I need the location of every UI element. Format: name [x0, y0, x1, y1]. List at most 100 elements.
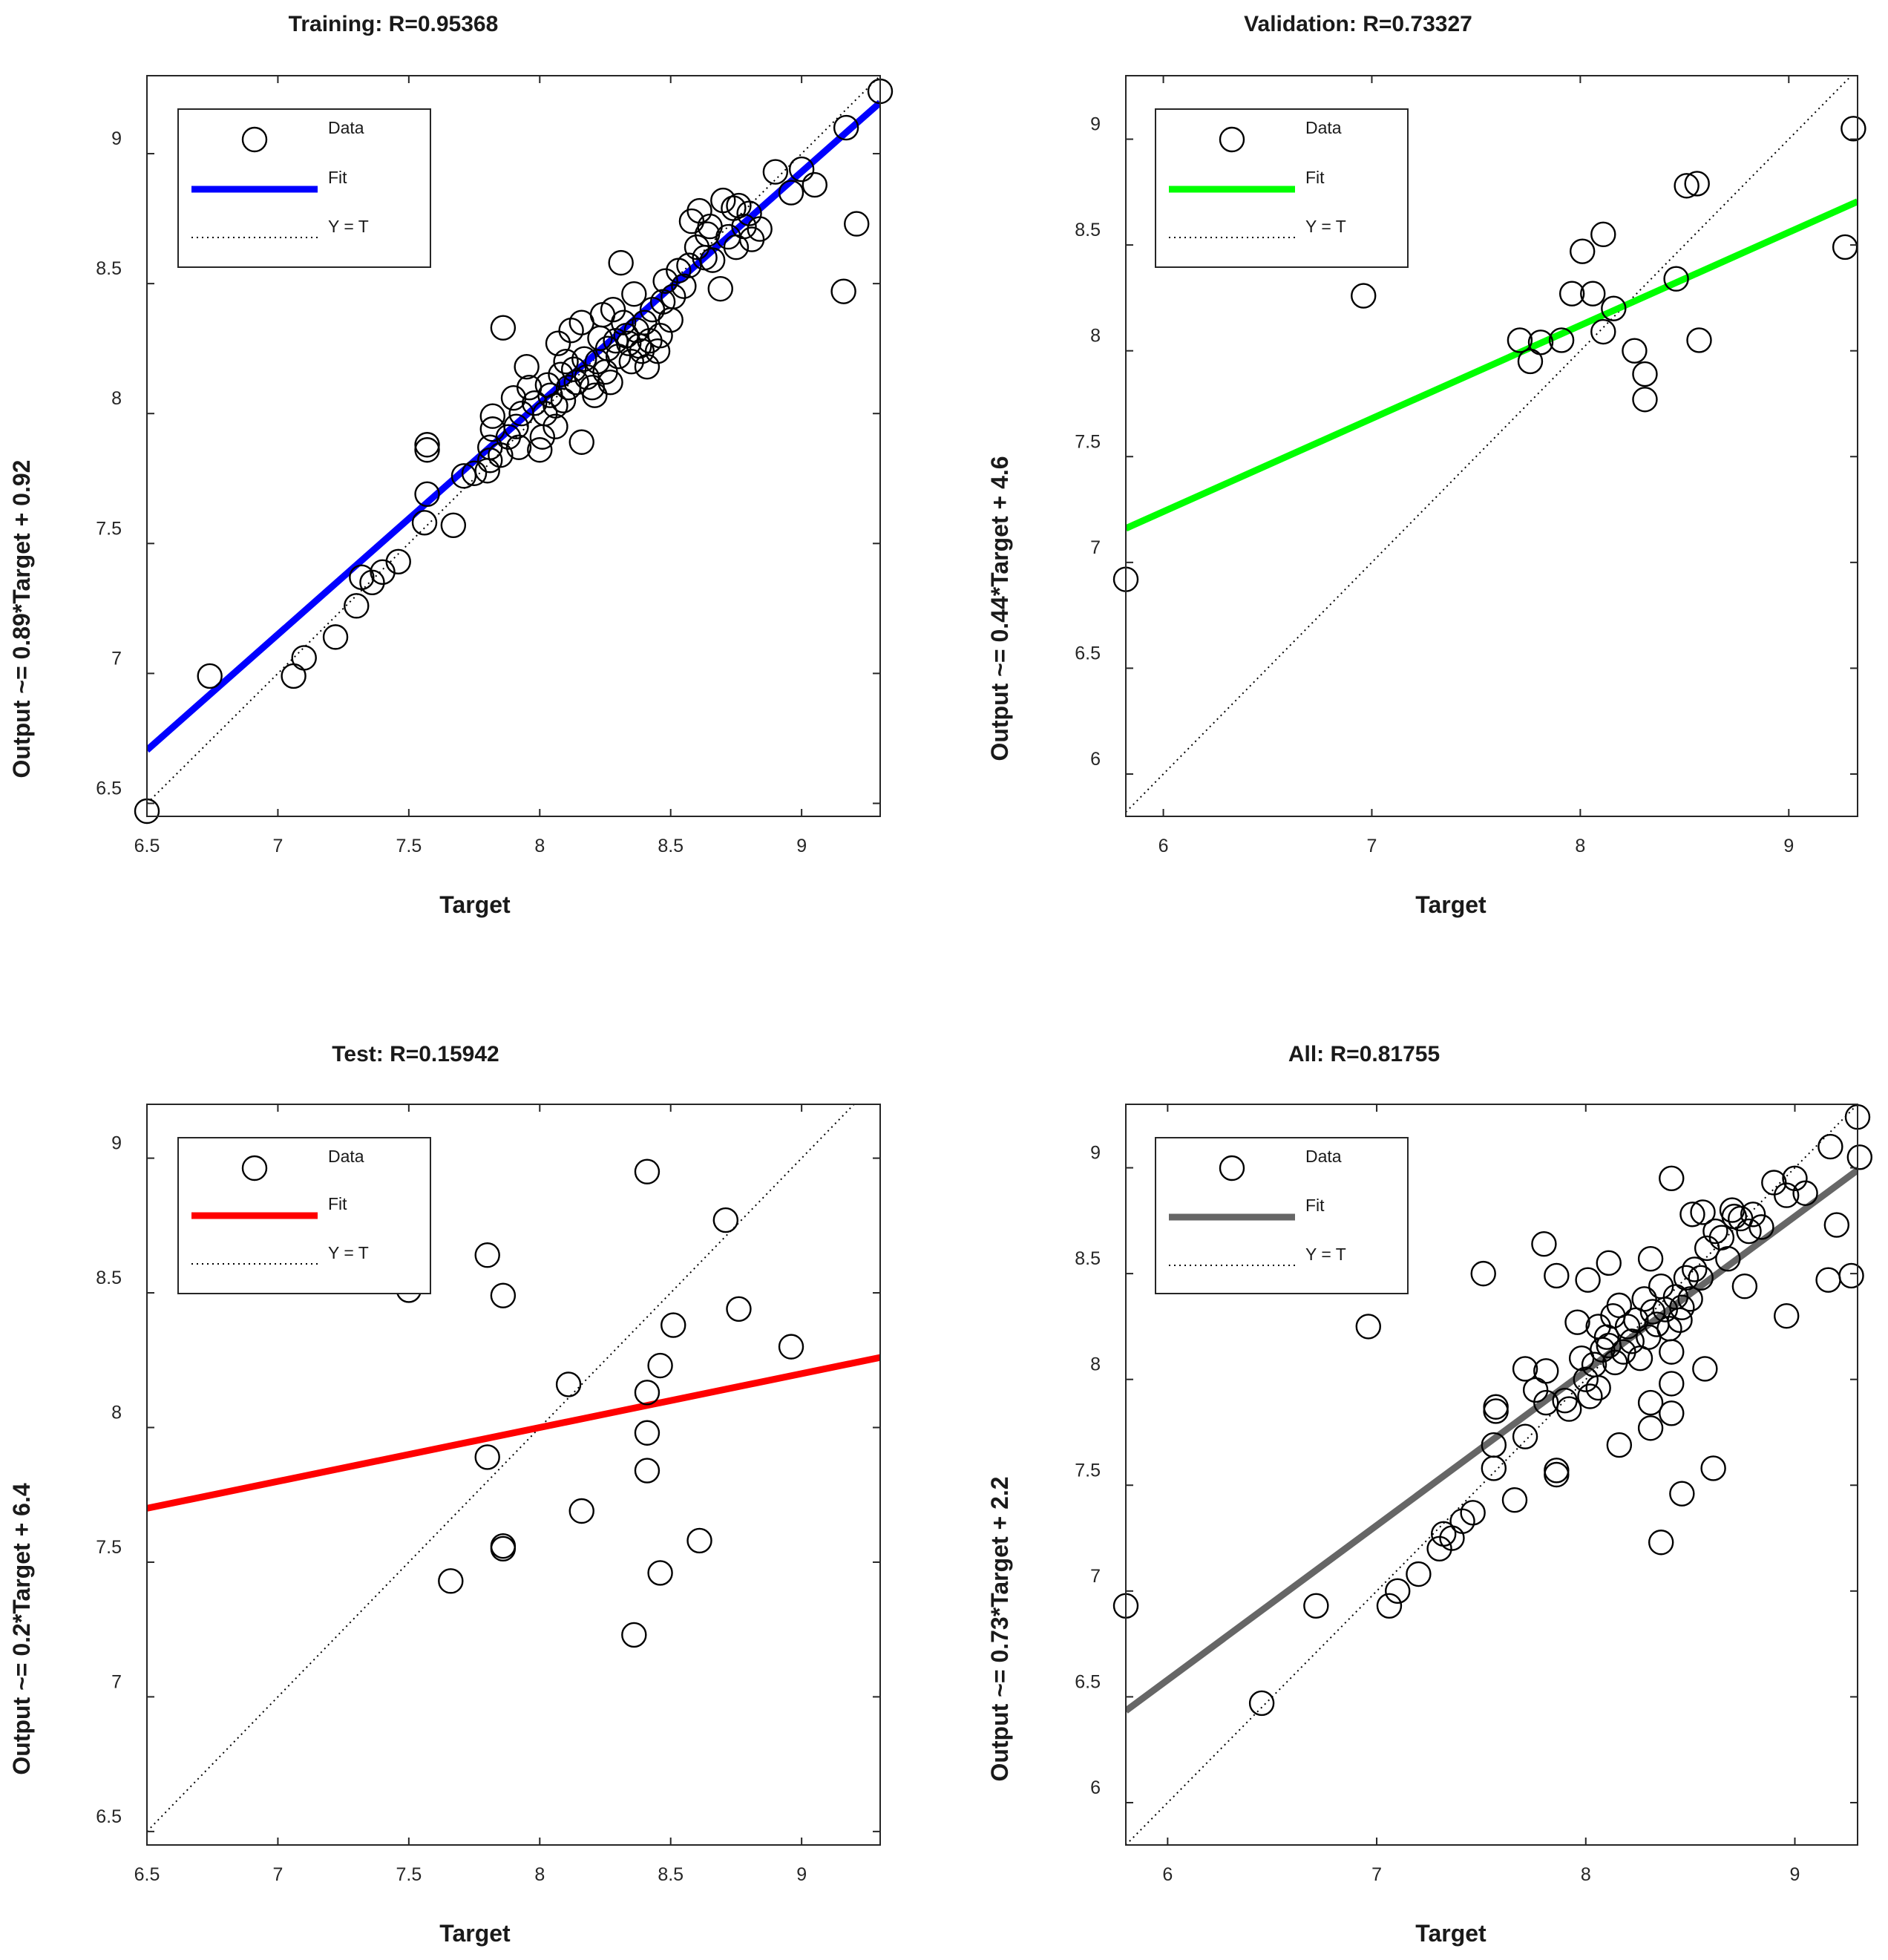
legend-identity-label: Y = T: [1305, 1245, 1346, 1264]
data-point: [411, 510, 438, 536]
data-point: [1673, 1265, 1699, 1291]
data-point: [543, 393, 568, 419]
data-point: [1577, 1383, 1603, 1409]
legend-data-marker: [241, 126, 268, 153]
x-tick-label: 9: [796, 1864, 807, 1885]
data-point: [699, 247, 726, 273]
data-point: [788, 156, 815, 183]
x-tick-label: 7: [272, 1864, 283, 1885]
x-tick-label: 6.5: [134, 836, 160, 856]
ylabel-training: Output ~= 0.89*Target + 0.92: [8, 460, 35, 779]
data-point: [438, 1568, 464, 1594]
x-tick-label: 8.5: [658, 1864, 684, 1885]
data-point: [1679, 1202, 1705, 1228]
data-point: [600, 296, 626, 323]
data-point: [671, 273, 697, 299]
panel-validation: Validation: R=0.73327 6 7 8 966.577.588.59 …: [986, 12, 1866, 918]
data-point: [1558, 281, 1585, 307]
data-point: [1512, 1356, 1538, 1382]
data-point: [1761, 1170, 1787, 1196]
data-point: [1637, 1389, 1664, 1416]
data-point: [1669, 1481, 1695, 1507]
legend-data-label: Data: [1305, 1147, 1342, 1166]
x-tick-label: 8: [1581, 1864, 1591, 1885]
data-point: [778, 1334, 804, 1360]
data-point: [762, 159, 789, 185]
fit-line: [147, 1354, 880, 1512]
y-tick-label: 6.5: [1075, 1671, 1101, 1692]
data-point: [479, 403, 505, 429]
data-point: [490, 1535, 517, 1562]
data-point: [555, 1371, 582, 1397]
data-point: [322, 624, 349, 650]
y-tick-label: 8.5: [1075, 1248, 1101, 1269]
data-point: [1659, 1371, 1685, 1397]
data-point: [1406, 1561, 1432, 1587]
data-point: [1731, 1274, 1758, 1299]
data-point: [197, 663, 223, 689]
legend-all: Data Fit Y = T: [1155, 1137, 1409, 1294]
data-point: [1501, 1487, 1528, 1513]
data-point: [634, 1458, 661, 1484]
data-point: [647, 1560, 673, 1586]
legend-data-marker: [1219, 1155, 1245, 1181]
legend-identity-label: Y = T: [1305, 217, 1346, 236]
title-validation: Validation: R=0.73327: [1244, 12, 1472, 36]
legend-data-marker: [1219, 126, 1245, 153]
data-point: [1460, 1500, 1486, 1526]
data-point: [647, 1352, 673, 1379]
data-point: [1782, 1165, 1808, 1192]
data-point: [385, 548, 411, 575]
x-tick-label: 7: [1367, 836, 1377, 856]
data-point: [490, 1282, 517, 1308]
data-point: [1846, 1144, 1873, 1170]
y-tick-label: 6: [1090, 1777, 1101, 1798]
x-tick-label: 9: [796, 836, 807, 856]
data-point: [522, 390, 548, 416]
data-point: [1601, 295, 1627, 321]
data-point: [686, 1527, 712, 1554]
x-tick-label: 8: [534, 1864, 545, 1885]
data-point: [505, 434, 532, 460]
data-point: [747, 216, 773, 242]
y-tick-label: 7.5: [1075, 431, 1101, 452]
x-tick-label: 6.5: [134, 1864, 160, 1885]
data-point: [1575, 1267, 1601, 1293]
data-point: [1355, 1314, 1381, 1340]
data-point: [1631, 1286, 1657, 1312]
data-point: [1682, 1256, 1708, 1282]
data-point: [1632, 387, 1658, 413]
data-point: [1659, 1339, 1685, 1365]
plot-area-validation: [1125, 75, 1858, 817]
data-point: [571, 346, 597, 372]
fit-line: [1126, 198, 1858, 532]
data-point: [461, 460, 488, 486]
y-tick-label: 6.5: [96, 778, 122, 799]
data-point: [676, 252, 702, 278]
y-tick-label: 6: [1090, 749, 1101, 770]
data-point: [488, 442, 514, 468]
data-point: [1690, 1199, 1716, 1225]
data-point: [344, 593, 370, 619]
data-point: [623, 317, 650, 344]
data-point: [1674, 173, 1699, 199]
data-point: [611, 309, 637, 335]
x-tick-label: 7.5: [396, 1864, 422, 1885]
data-point: [1376, 1593, 1403, 1619]
data-point: [634, 1380, 661, 1406]
data-point: [1533, 1358, 1559, 1384]
y-tick-label: 8.5: [96, 258, 122, 279]
data-point: [558, 317, 584, 344]
y-tick-label: 6.5: [1075, 643, 1101, 663]
data-point: [1815, 1267, 1841, 1293]
data-point: [545, 330, 571, 356]
data-point: [844, 211, 870, 237]
data-point: [778, 180, 804, 206]
data-point: [281, 663, 307, 689]
data-point: [553, 348, 579, 375]
ylabel-test: Output ~= 0.2*Target + 6.4: [8, 1483, 35, 1775]
xlabel-test: Target: [439, 1920, 511, 1947]
y-tick-label: 8: [111, 1402, 122, 1423]
data-point: [731, 213, 757, 240]
